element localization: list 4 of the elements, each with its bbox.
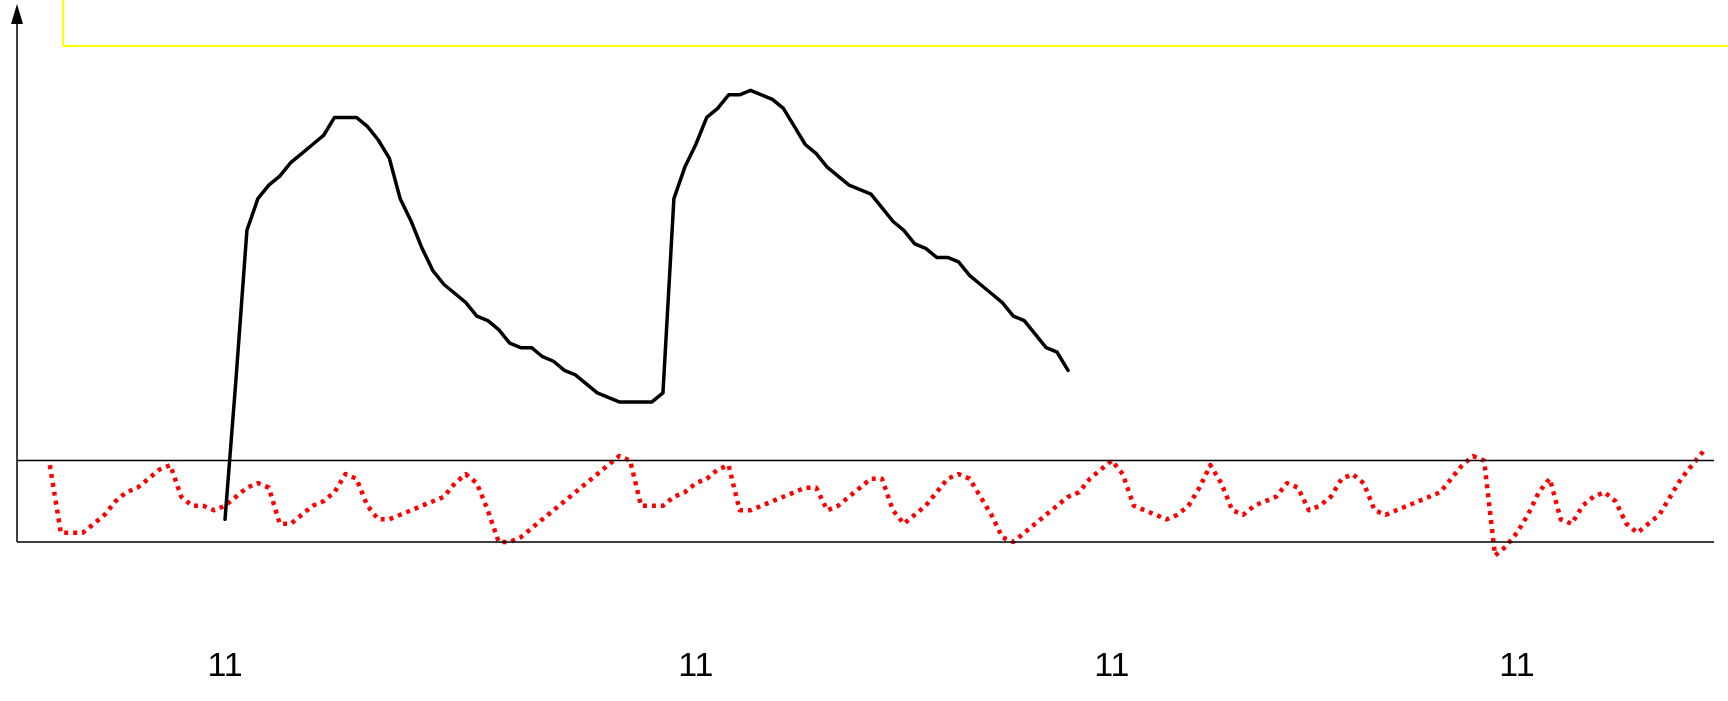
x-tick-label: 11 (1094, 644, 1130, 683)
x-tick-label: 11 (207, 644, 243, 683)
x-tick-label: 11 (678, 644, 714, 683)
x-tick-label: 11 (1499, 644, 1535, 683)
